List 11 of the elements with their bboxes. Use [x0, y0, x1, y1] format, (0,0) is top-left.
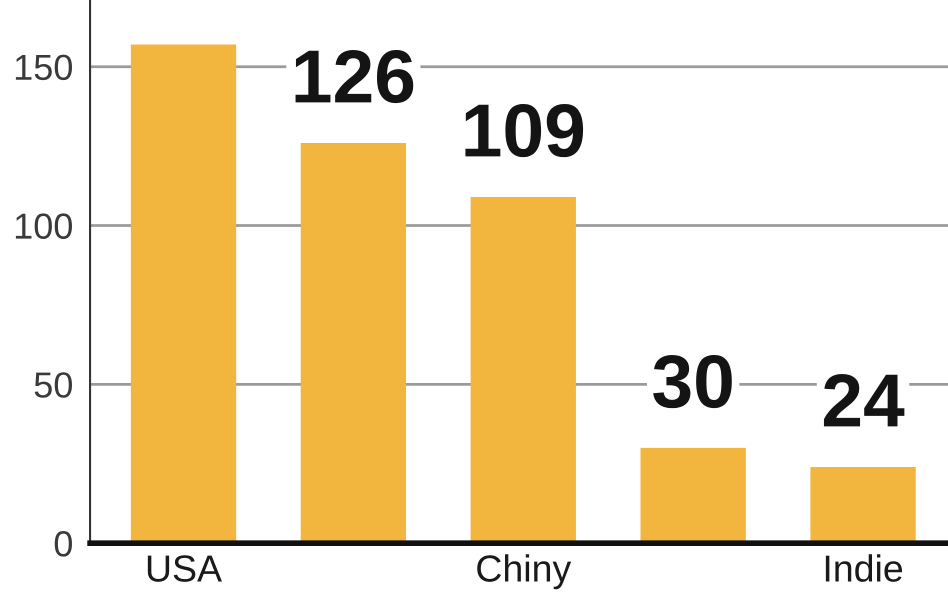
data-label: 126: [296, 50, 414, 104]
y-tick-label: 100: [16, 213, 72, 239]
x-tick-label: Indie: [826, 554, 902, 582]
data-label: 24: [824, 374, 904, 426]
x-tick-label: Chiny: [477, 554, 572, 590]
y-tick-label: 50: [34, 372, 72, 398]
data-label: 109: [465, 104, 584, 158]
y-tick-label: 0: [54, 531, 72, 557]
x-tick-label: USA: [148, 555, 222, 582]
data-label: 30: [653, 354, 732, 408]
y-tick-label: 150: [16, 54, 72, 80]
